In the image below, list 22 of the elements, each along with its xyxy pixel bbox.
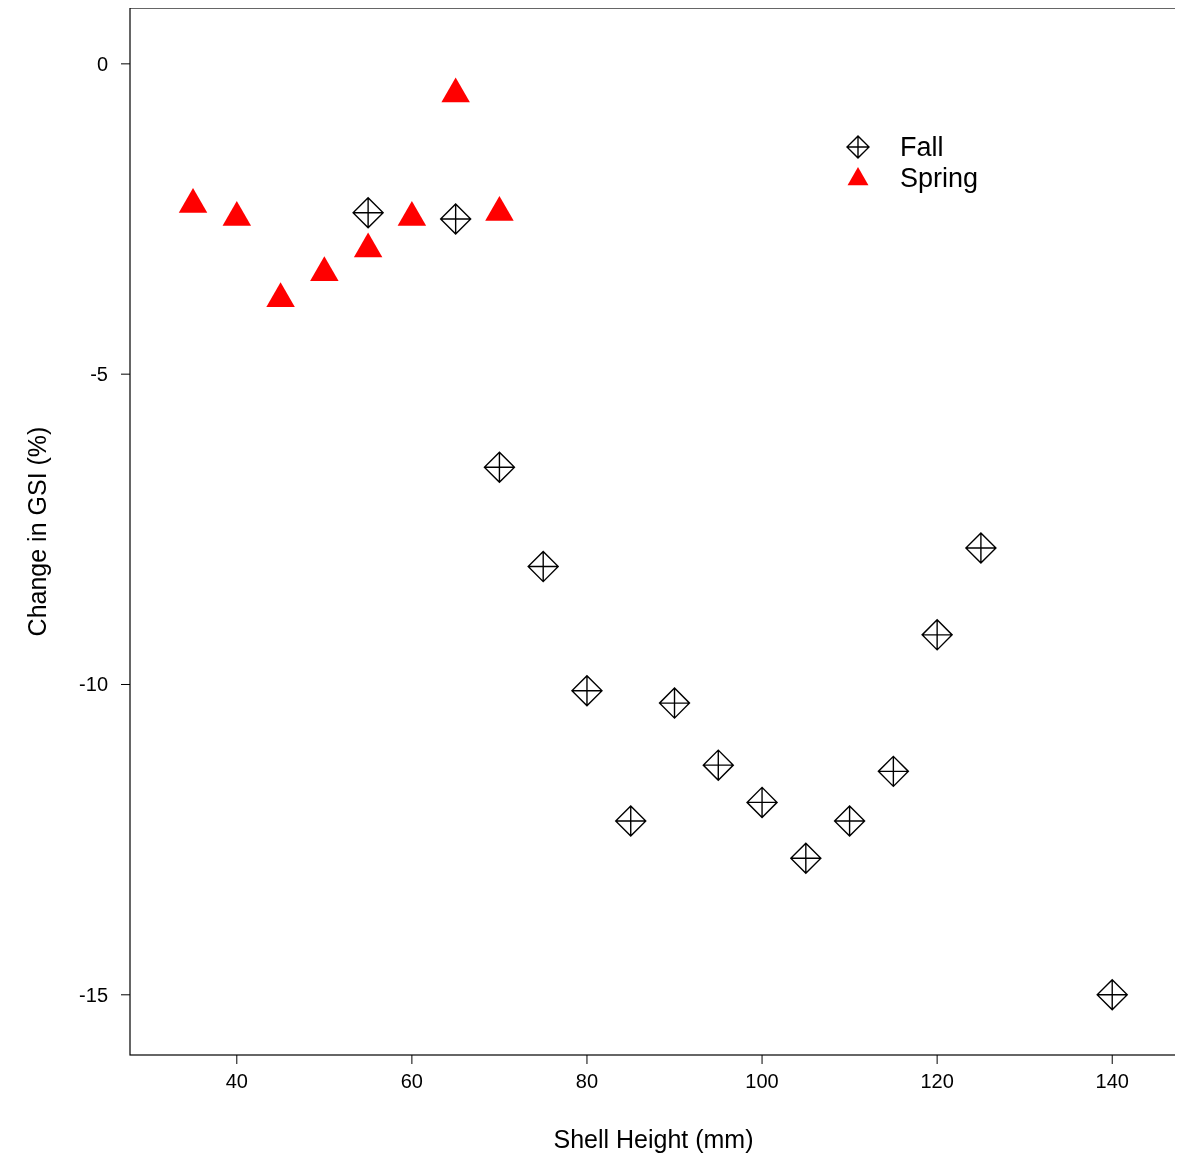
point	[441, 77, 470, 103]
x-tick-label: 120	[920, 1070, 954, 1092]
x-axis-title: Shell Height (mm)	[553, 1125, 754, 1153]
point	[310, 256, 339, 281]
x-tick-label: 60	[400, 1070, 424, 1092]
point	[178, 187, 208, 213]
x-tick-label: 80	[575, 1070, 599, 1092]
x-tick-label: 100	[745, 1070, 779, 1092]
y-tick-label: -10	[79, 673, 108, 696]
y-tick-label: -15	[79, 983, 108, 1006]
point	[485, 195, 514, 221]
legend-label: Spring	[900, 163, 979, 193]
y-axis-title: Change in GSI (%)	[23, 426, 51, 637]
x-tick-label: 140	[1095, 1070, 1129, 1092]
point	[353, 232, 383, 258]
x-tick-label: 40	[225, 1070, 248, 1092]
legend-label: Fall	[900, 132, 944, 162]
point	[222, 200, 252, 226]
y-tick-label: 0	[96, 52, 108, 75]
point	[397, 200, 427, 226]
y-tick-label: -5	[90, 363, 108, 386]
point	[266, 282, 295, 307]
